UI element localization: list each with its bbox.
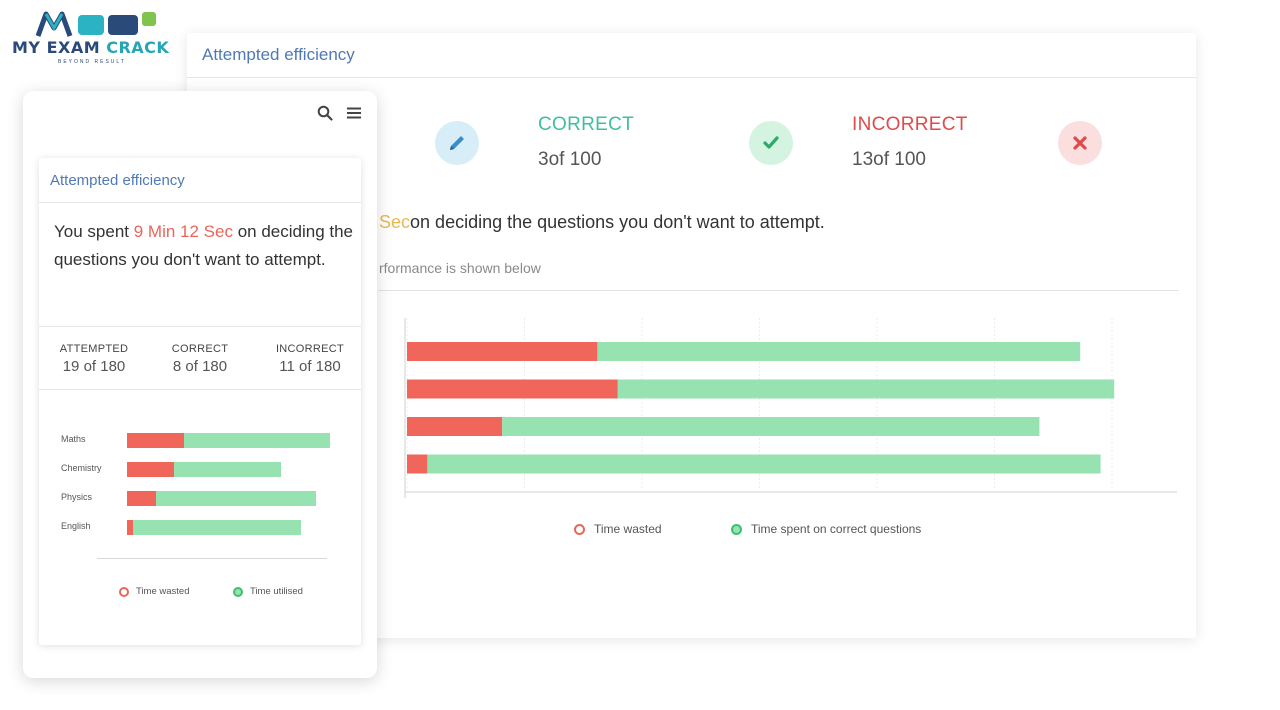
bar-time-utilised <box>174 462 281 477</box>
bar-time-wasted[interactable] <box>407 342 598 361</box>
subject-bar[interactable] <box>127 491 332 506</box>
subject-label: Chemistry <box>61 463 102 473</box>
desktop-time-note: Secon deciding the questions you don't w… <box>379 212 825 232</box>
bar-time-wasted <box>127 462 175 477</box>
bar-time-wasted[interactable] <box>407 417 503 436</box>
desktop-correct-value: 3of 100 <box>538 149 602 170</box>
mobile-efficiency-card: Attempted efficiency You spent 9 Min 12 … <box>39 158 361 645</box>
desktop-card-title: Attempted efficiency <box>202 45 355 64</box>
mobile-divider <box>39 326 361 327</box>
legend-wasted-dot <box>119 586 129 597</box>
x-icon <box>1058 121 1102 165</box>
mobile-time-note: You spent 9 Min 12 Sec on deciding the q… <box>54 222 354 269</box>
subject-label: English <box>61 521 91 531</box>
mobile-topbar <box>23 91 377 137</box>
subject-label: Physics <box>61 492 93 502</box>
desktop-performance-subtext: rformance is shown below <box>379 260 541 276</box>
mobile-legend-wasted[interactable]: Time wasted <box>119 586 190 597</box>
mobile-card-header: Attempted efficiency <box>39 158 361 203</box>
desktop-efficiency-chart <box>402 318 1182 498</box>
mobile-card-title: Attempted efficiency <box>50 171 185 189</box>
desktop-correct-label: CORRECT <box>538 114 635 135</box>
desktop-card-header: Attempted efficiency <box>187 33 1196 78</box>
legend-correct-dot <box>731 523 742 535</box>
desktop-incorrect-value: 13of 100 <box>852 149 926 170</box>
mobile-chart-axis <box>97 558 327 559</box>
subject-bar[interactable] <box>127 520 332 535</box>
pencil-icon <box>435 121 479 165</box>
legend-wasted-label: Time wasted <box>594 522 662 536</box>
mobile-divider <box>39 389 361 390</box>
bar-time-wasted <box>127 491 156 506</box>
mobile-stat-correct: CORRECT 8 of 180 <box>171 343 229 375</box>
brand-logo[interactable]: MY EXAM CRACK BEYOND RESULT <box>12 10 178 66</box>
bar-time-correct[interactable] <box>597 342 1081 361</box>
check-icon <box>749 121 793 165</box>
bar-time-correct[interactable] <box>502 417 1040 436</box>
mobile-legend-utilised[interactable]: Time utilised <box>233 586 303 597</box>
legend-wasted-label: Time wasted <box>136 586 190 597</box>
subject-bar[interactable] <box>127 433 332 448</box>
bar-time-utilised <box>155 491 316 506</box>
legend-time-correct[interactable]: Time spent on correct questions <box>731 522 921 536</box>
bar-time-correct[interactable] <box>427 454 1101 474</box>
logo-tagline: BEYOND RESULT <box>58 59 126 65</box>
bar-time-wasted[interactable] <box>407 454 428 474</box>
legend-utilised-dot <box>233 586 243 597</box>
mobile-preview: Attempted efficiency You spent 9 Min 12 … <box>23 91 377 678</box>
mobile-stat-attempted: ATTEMPTED 19 of 180 <box>59 343 129 375</box>
search-icon[interactable] <box>317 105 333 126</box>
desktop-incorrect-label: INCORRECT <box>852 114 968 135</box>
legend-utilised-label: Time utilised <box>250 586 303 597</box>
mobile-stat-incorrect: INCORRECT 11 of 180 <box>275 343 345 375</box>
legend-correct-label: Time spent on correct questions <box>751 522 922 536</box>
bar-time-wasted[interactable] <box>407 379 618 399</box>
legend-time-wasted[interactable]: Time wasted <box>574 522 662 536</box>
logo-brand-text: MY EXAM CRACK <box>12 38 170 57</box>
desktop-divider <box>379 290 1179 291</box>
subject-label: Maths <box>61 434 86 444</box>
bar-time-utilised <box>133 520 302 535</box>
bar-time-correct[interactable] <box>617 379 1115 399</box>
logo-mark <box>35 11 156 37</box>
subject-bar[interactable] <box>127 462 332 477</box>
bar-time-utilised <box>184 433 330 448</box>
bar-time-wasted <box>127 520 134 535</box>
legend-wasted-dot <box>574 523 585 535</box>
bar-time-wasted <box>127 433 185 448</box>
menu-icon[interactable] <box>346 105 362 126</box>
